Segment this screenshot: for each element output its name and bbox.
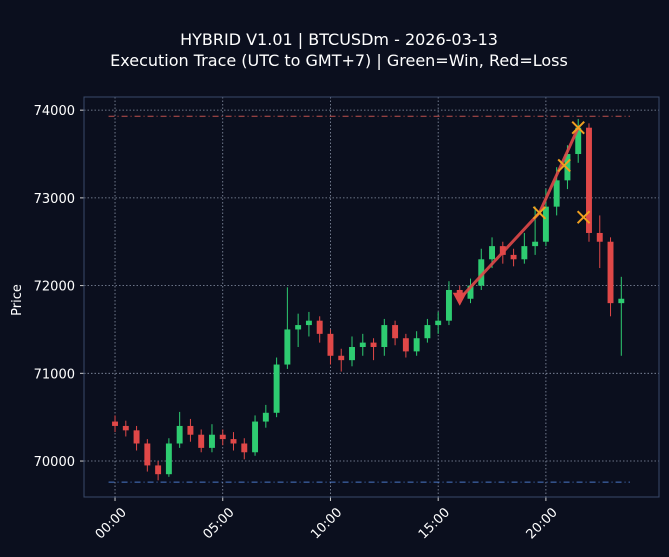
chart-subtitle: Execution Trace (UTC to GMT+7) | Green=W…: [110, 51, 568, 70]
exit-marker: [571, 120, 585, 135]
y-tick-label: 74000: [34, 104, 75, 119]
candle-body: [370, 342, 377, 347]
y-tick-label: 72000: [34, 280, 75, 295]
candle-body: [478, 259, 485, 286]
candle-body: [284, 329, 291, 365]
candle-body: [241, 443, 248, 453]
chart-title: HYBRID V1.01 | BTCUSDm - 2026-03-13: [180, 30, 498, 49]
candle-body: [327, 333, 334, 356]
candle-body: [510, 254, 517, 260]
candle-body: [435, 320, 442, 326]
exit-marker: [557, 158, 571, 173]
candle-body: [424, 325, 431, 339]
exit-marker: [576, 210, 591, 224]
candle-body: [532, 241, 539, 247]
candle-body: [489, 246, 495, 260]
candle-body: [133, 430, 140, 444]
candle-body: [219, 434, 226, 440]
candle-body: [273, 364, 280, 413]
candle-body: [122, 425, 129, 431]
candle-body: [402, 338, 409, 352]
y-tick-label: 73000: [34, 192, 75, 207]
y-tick-label: 71000: [34, 367, 75, 382]
entry-marker: [452, 292, 467, 306]
candle-body: [112, 421, 118, 426]
candle-body: [542, 206, 549, 242]
candle-body: [467, 285, 474, 299]
candle-body: [262, 412, 269, 422]
candle-body: [187, 425, 194, 435]
candle-body: [413, 338, 420, 352]
candle-body: [295, 325, 302, 330]
candle-body: [305, 320, 312, 326]
y-tick-label: 70000: [34, 455, 75, 470]
candle-body: [521, 246, 528, 260]
candle-body: [381, 325, 388, 347]
candle-body: [165, 443, 172, 475]
plot-frame: [83, 96, 660, 498]
candle-body: [392, 325, 399, 339]
candle-body: [553, 180, 560, 207]
candle-body: [575, 127, 582, 155]
candle-body: [338, 355, 345, 361]
exit-marker: [532, 206, 547, 220]
candle-body: [155, 465, 162, 475]
candle-body: [349, 347, 355, 361]
candle-body: [445, 289, 452, 321]
candle-body: [316, 320, 323, 334]
candle-body: [176, 425, 183, 444]
candle-body: [209, 434, 215, 448]
candle-body: [564, 154, 571, 181]
candle-body: [618, 298, 625, 304]
candle-body: [144, 443, 151, 466]
y-axis-label: Price: [10, 284, 25, 316]
candle-body: [230, 439, 237, 444]
candle-body: [359, 342, 366, 347]
candle-body: [252, 421, 259, 453]
candle-body: [596, 232, 603, 242]
candle-body: [198, 434, 205, 448]
candle-body: [586, 127, 592, 233]
candle-body: [607, 241, 614, 304]
